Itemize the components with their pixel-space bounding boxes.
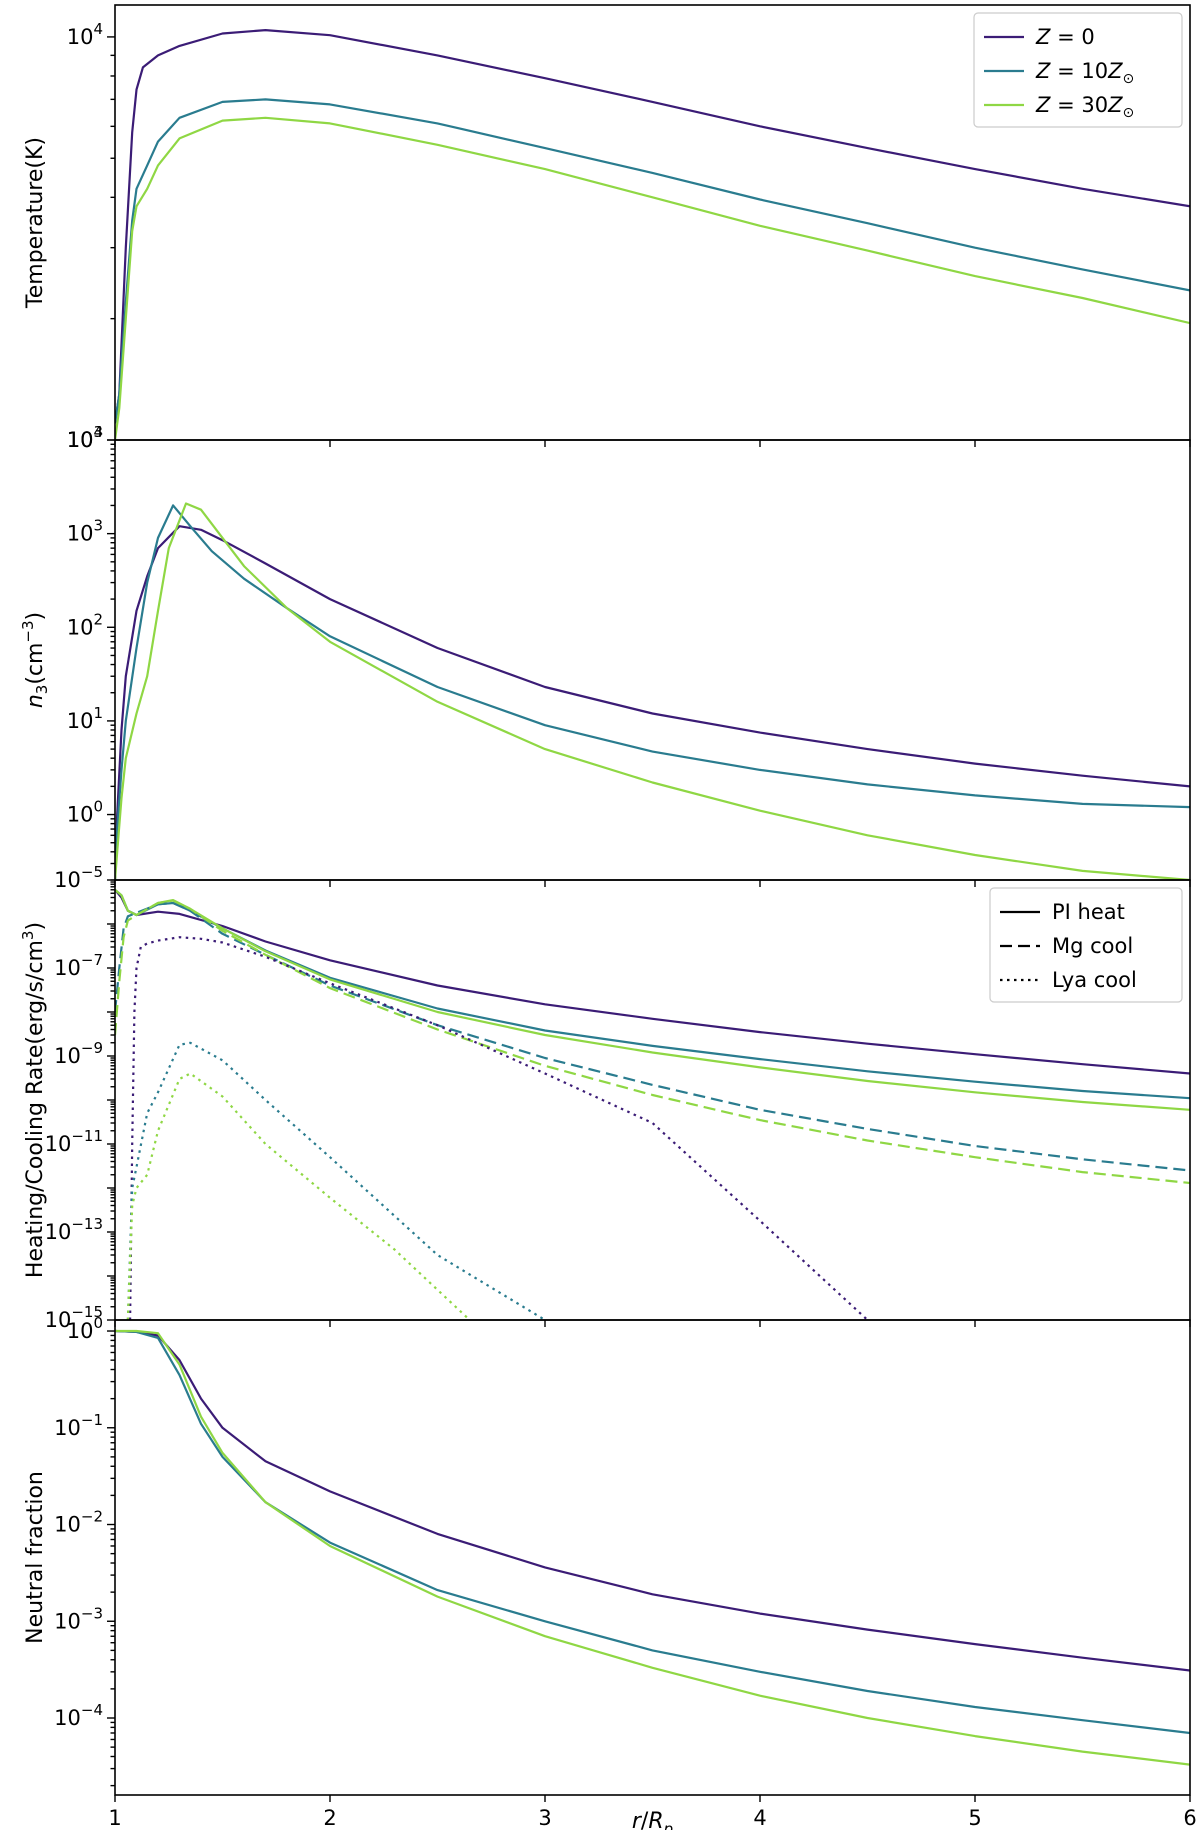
series-group — [115, 502, 1190, 880]
legend-label: Z = 0 — [1035, 25, 1095, 49]
series-group — [115, 29, 1190, 440]
y-axis-label: Temperature(K) — [23, 137, 48, 309]
x-tick-label: 5 — [968, 1806, 981, 1830]
y-tick-label: 10−13 — [45, 1215, 103, 1244]
y-tick-label: 10−2 — [54, 1508, 103, 1537]
series-line-0 — [115, 1329, 1190, 1672]
y-axis-label: Heating/Cooling Rate(erg/s/cm3) — [19, 922, 48, 1278]
y-tick-label: 104 — [67, 20, 103, 49]
series-line-1 — [115, 1329, 1190, 1735]
series-line-1 — [115, 98, 1190, 424]
series-line-7 — [126, 1072, 471, 1320]
y-tick-label: 10−5 — [54, 863, 103, 892]
series-line-2 — [115, 1329, 1190, 1766]
legend-box — [989, 887, 1183, 1003]
legend-label: Lya cool — [1052, 968, 1137, 992]
series-line-1 — [115, 504, 1190, 880]
legend-box — [973, 12, 1183, 128]
x-tick-label: 4 — [753, 1806, 766, 1830]
y-axis-label: n3(cm−3) — [19, 612, 51, 708]
y-tick-label: 10−3 — [54, 1604, 103, 1633]
legend: PI heat Mg cool Lya cool — [989, 887, 1183, 1003]
series-line-0 — [115, 525, 1190, 880]
y-tick-label: 100 — [67, 798, 103, 827]
series-group — [115, 1329, 1190, 1766]
series-line-3 — [115, 901, 1190, 1172]
legend-label: PI heat — [1052, 900, 1125, 924]
axes-frame — [114, 439, 1191, 881]
x-tick-label: 3 — [538, 1806, 551, 1830]
panel-4: 10−4 10−3 10−2 10−1 100 1 2 3 4 5 6 Neutral fractio… — [23, 1314, 1197, 1830]
series-group — [115, 888, 1190, 1320]
series-line-2 — [115, 502, 1190, 880]
legend-label: Z = 10Z⊙ — [1035, 59, 1134, 87]
series-line-2 — [115, 116, 1190, 440]
x-axis-label: r/Rp — [632, 1809, 673, 1830]
y-tick-label: 10−15 — [45, 1303, 103, 1332]
y-tick-label: 103 — [67, 517, 103, 546]
axes-frame — [114, 1319, 1191, 1796]
y-axis-label: Neutral fraction — [23, 1471, 48, 1644]
y-tick-label: 104 — [67, 423, 103, 452]
y-tick-label: 10−4 — [54, 1701, 103, 1730]
series-line-6 — [126, 1041, 546, 1320]
series-line-5 — [129, 936, 869, 1320]
legend-label: Z = 30Z⊙ — [1035, 93, 1134, 121]
y-tick-label: 10−1 — [54, 1411, 103, 1440]
legend: Z = 0 Z = 10Z⊙ Z = 30Z⊙ — [973, 12, 1183, 128]
x-tick-label: 2 — [323, 1806, 336, 1830]
series-line-2 — [115, 888, 1190, 1111]
series-line-0 — [115, 29, 1190, 424]
y-tick-label: 10−9 — [54, 1039, 103, 1068]
x-tick-label: 1 — [108, 1806, 121, 1830]
x-tick-label: 6 — [1183, 1806, 1196, 1830]
y-tick-label: 103 — [67, 423, 103, 452]
panel-3: 10−15 10−13 10−11 10−9 10−7 10−5 Heating/Cooli… — [19, 863, 1191, 1332]
legend-label: Mg cool — [1052, 934, 1133, 958]
y-tick-label: 10−7 — [54, 951, 103, 980]
y-tick-label: 101 — [67, 704, 103, 733]
y-tick-label: 102 — [67, 610, 103, 639]
y-tick-label: 100 — [67, 1314, 103, 1343]
y-tick-label: 10−11 — [45, 1127, 103, 1156]
series-line-4 — [115, 899, 1190, 1185]
